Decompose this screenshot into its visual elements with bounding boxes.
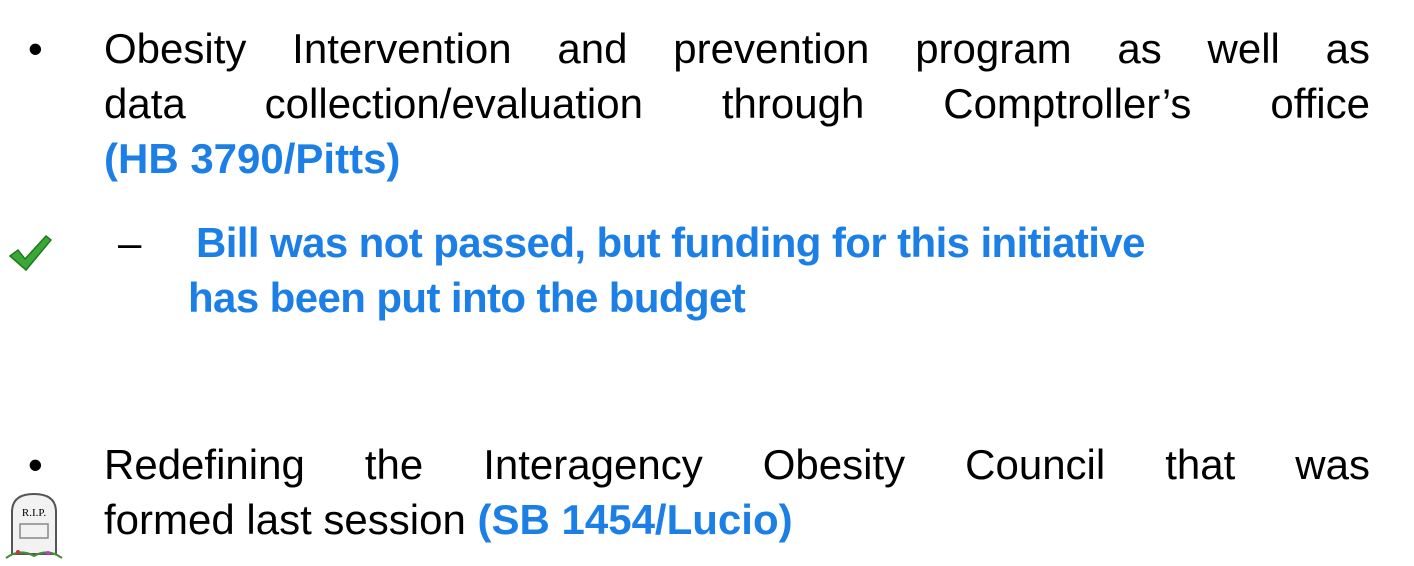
bullet: • xyxy=(28,24,43,74)
text: formed last session xyxy=(104,496,466,543)
bill-reference: (HB 3790/Pitts) xyxy=(104,134,400,184)
bullet: • xyxy=(28,440,43,490)
tombstone-icon: R.I.P. xyxy=(4,490,64,562)
text-line: Redefining the Interagency Obesity Counc… xyxy=(104,440,1370,490)
bill-reference: (SB 1454/Lucio) xyxy=(478,496,793,543)
dash: – xyxy=(118,218,141,268)
sub-line: Bill was not passed, but funding for thi… xyxy=(196,218,1145,268)
sub-line: has been put into the budget xyxy=(188,273,745,323)
text-line: data collection/evaluation through Compt… xyxy=(104,79,1370,129)
check-icon xyxy=(6,232,54,274)
slide: • Obesity Intervention and prevention pr… xyxy=(0,0,1414,566)
icon-label: R.I.P. xyxy=(22,507,46,519)
text-line: formed last session (SB 1454/Lucio) xyxy=(104,495,793,545)
text-line: Obesity Intervention and prevention prog… xyxy=(104,24,1370,74)
